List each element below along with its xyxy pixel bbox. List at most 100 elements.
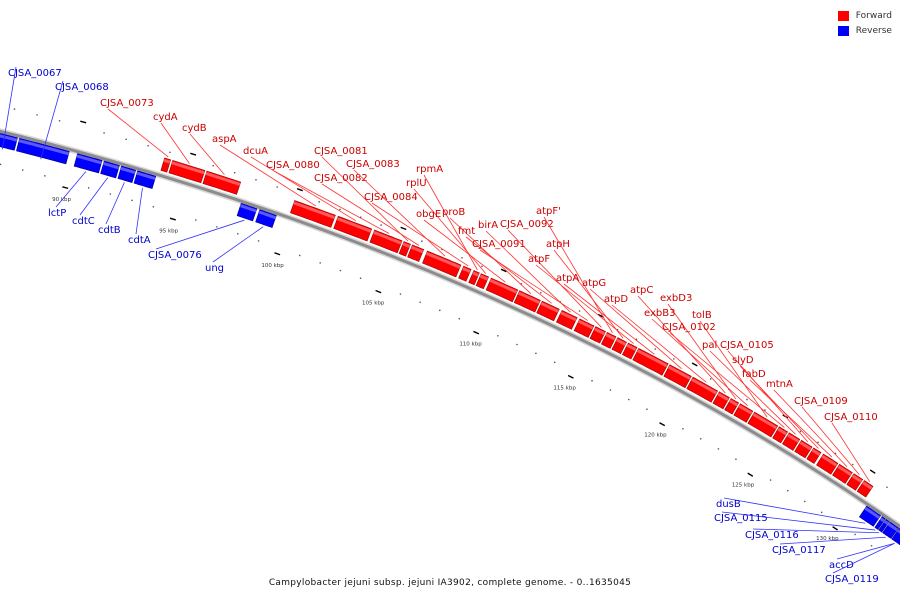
gene-label-cjsa-0082[interactable]: CJSA_0082 bbox=[314, 173, 368, 184]
gene-block-dusb[interactable] bbox=[858, 505, 882, 527]
gene-cjsa-0082[interactable] bbox=[407, 244, 425, 262]
gene-atpg[interactable] bbox=[663, 364, 692, 389]
gene-block-cjsa-0084[interactable] bbox=[458, 265, 472, 282]
gene-exbb3[interactable] bbox=[733, 403, 754, 423]
gene-cjsa-0083[interactable] bbox=[422, 250, 462, 278]
gene-cjsa-0073[interactable] bbox=[160, 157, 172, 173]
gene-label-exbb3[interactable]: exbB3 bbox=[644, 308, 675, 319]
gene-block-cjsa-0109[interactable] bbox=[846, 473, 864, 491]
gene-block-bira[interactable] bbox=[555, 310, 578, 330]
gene-label-cdtc[interactable]: cdtC bbox=[72, 216, 95, 227]
gene-atph[interactable] bbox=[611, 337, 627, 355]
gene-label-atph[interactable]: atpH bbox=[546, 239, 570, 250]
gene-block-mtna[interactable] bbox=[832, 463, 853, 484]
gene-bira[interactable] bbox=[555, 310, 578, 330]
gene-cdta[interactable] bbox=[133, 170, 157, 189]
gene-atpa[interactable] bbox=[632, 347, 669, 376]
gene-exbd3[interactable] bbox=[724, 398, 739, 415]
gene-label-cjsa-0068[interactable]: CJSA_0068 bbox=[55, 82, 109, 93]
gene-label-cdtb[interactable]: cdtB bbox=[98, 225, 121, 236]
gene-block-aspa[interactable] bbox=[290, 200, 336, 228]
gene-cjsa-0092[interactable] bbox=[589, 326, 606, 344]
gene-rpma[interactable] bbox=[468, 270, 480, 286]
gene-cjsa-0076[interactable] bbox=[236, 202, 258, 222]
gene-block-cdta[interactable] bbox=[133, 170, 157, 189]
gene-prob[interactable] bbox=[513, 290, 541, 313]
gene-cjsa-0110[interactable] bbox=[856, 480, 874, 498]
gene-fmt[interactable] bbox=[536, 300, 560, 322]
gene-block-cjsa-0105[interactable] bbox=[794, 439, 813, 459]
gene-block-cjsa-0081[interactable] bbox=[398, 241, 411, 257]
gene-block-atph[interactable] bbox=[611, 337, 627, 355]
gene-block-cjsa-0102[interactable] bbox=[772, 426, 789, 444]
gene-block-cjsa-0082[interactable] bbox=[407, 244, 425, 262]
gene-block-cjsa-0073[interactable] bbox=[160, 157, 172, 173]
gene-label-atpf[interactable]: atpF bbox=[528, 254, 550, 265]
gene-cjsa-0109[interactable] bbox=[846, 473, 864, 491]
gene-block-cjsa-0080[interactable] bbox=[369, 229, 403, 254]
gene-block-pal[interactable] bbox=[781, 432, 801, 451]
gene-cjsa-0084[interactable] bbox=[458, 265, 472, 282]
gene-block-ung[interactable] bbox=[255, 209, 277, 228]
gene-label-cjsa-0102[interactable]: CJSA_0102 bbox=[662, 322, 716, 333]
gene-label-cjsa-0076[interactable]: CJSA_0076 bbox=[148, 250, 202, 261]
gene-label-rpma[interactable]: rpmA bbox=[416, 164, 443, 175]
gene-label-cjsa-0119[interactable]: CJSA_0119 bbox=[825, 574, 879, 585]
gene-cdtc[interactable] bbox=[100, 160, 120, 179]
gene-dusb[interactable] bbox=[858, 505, 882, 527]
gene-cjsa-0080[interactable] bbox=[369, 229, 403, 254]
gene-label-cjsa-0083[interactable]: CJSA_0083 bbox=[346, 159, 400, 170]
gene-label-atpf[interactable]: atpF' bbox=[536, 206, 561, 217]
gene-block-atpd[interactable] bbox=[686, 376, 719, 403]
gene-block-slyd[interactable] bbox=[806, 447, 822, 464]
gene-label-slyd[interactable]: slyD bbox=[732, 355, 754, 366]
gene-block-fabd[interactable] bbox=[816, 453, 839, 475]
gene-label-cjsa-0109[interactable]: CJSA_0109 bbox=[794, 396, 848, 407]
gene-block-atpc[interactable] bbox=[712, 391, 730, 410]
gene-label-rplu[interactable]: rplU bbox=[406, 178, 427, 189]
gene-atpf[interactable] bbox=[621, 342, 638, 360]
gene-label-fabd[interactable]: fabD bbox=[742, 369, 766, 380]
gene-ung[interactable] bbox=[255, 209, 277, 228]
gene-block-accd[interactable] bbox=[891, 527, 900, 546]
gene-block-cjsa-0091[interactable] bbox=[573, 318, 595, 338]
gene-block-exbd3[interactable] bbox=[724, 398, 739, 415]
gene-label-cjsa-0105[interactable]: CJSA_0105 bbox=[720, 340, 774, 351]
gene-block-cjsa-0092[interactable] bbox=[589, 326, 606, 344]
gene-cjsa-0117[interactable] bbox=[882, 521, 899, 539]
gene-tolb[interactable] bbox=[747, 411, 779, 438]
gene-dcua[interactable] bbox=[333, 215, 373, 242]
gene-label-obge[interactable]: obgE bbox=[416, 209, 441, 220]
gene-label-bira[interactable]: birA bbox=[478, 220, 498, 231]
gene-label-fmt[interactable]: fmt bbox=[458, 226, 475, 237]
gene-cydb[interactable] bbox=[202, 170, 242, 195]
gene-label-cydb[interactable]: cydB bbox=[182, 123, 207, 134]
gene-label-cjsa-0110[interactable]: CJSA_0110 bbox=[824, 412, 878, 423]
gene-cyda[interactable] bbox=[168, 160, 206, 184]
gene-cjsa-0105[interactable] bbox=[794, 439, 813, 459]
gene-block-prob[interactable] bbox=[513, 290, 541, 313]
gene-cjsa-0115[interactable] bbox=[874, 516, 886, 530]
gene-label-cjsa-0084[interactable]: CJSA_0084 bbox=[364, 192, 418, 203]
gene-block-cjsa-0076[interactable] bbox=[236, 202, 258, 222]
gene-label-cjsa-0073[interactable]: CJSA_0073 bbox=[100, 98, 154, 109]
gene-label-cjsa-0081[interactable]: CJSA_0081 bbox=[314, 146, 368, 157]
gene-block-cjsa-0110[interactable] bbox=[856, 480, 874, 498]
gene-block-lctp[interactable] bbox=[73, 153, 103, 174]
gene-label-cyda[interactable]: cydA bbox=[153, 112, 178, 123]
gene-label-cjsa-0115[interactable]: CJSA_0115 bbox=[714, 513, 768, 524]
gene-label-atpg[interactable]: atpG bbox=[582, 278, 606, 289]
gene-lctp[interactable] bbox=[73, 153, 103, 174]
gene-label-tolb[interactable]: tolB bbox=[692, 310, 712, 321]
gene-cjsa-0081[interactable] bbox=[398, 241, 411, 257]
gene-block-fmt[interactable] bbox=[536, 300, 560, 322]
gene-cjsa-0091[interactable] bbox=[573, 318, 595, 338]
gene-cdtb[interactable] bbox=[117, 165, 137, 183]
gene-block-cydb[interactable] bbox=[202, 170, 242, 195]
gene-label-dcua[interactable]: dcuA bbox=[243, 146, 268, 157]
gene-label-lctp[interactable]: lctP bbox=[48, 208, 66, 219]
gene-label-ung[interactable]: ung bbox=[205, 263, 224, 274]
gene-label-cjsa-0116[interactable]: CJSA_0116 bbox=[745, 530, 799, 541]
gene-block-obge[interactable] bbox=[485, 277, 519, 303]
gene-block-atpg[interactable] bbox=[663, 364, 692, 389]
